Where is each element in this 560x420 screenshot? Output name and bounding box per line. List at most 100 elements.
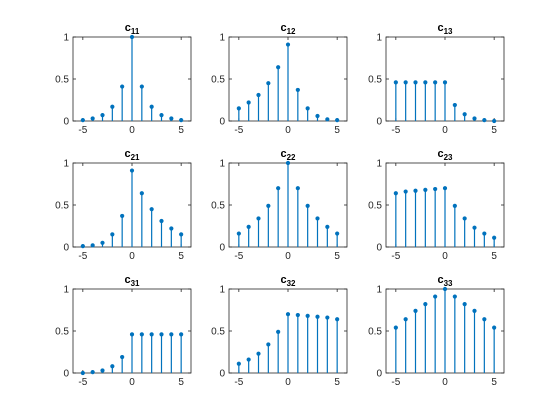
stem-marker: [179, 232, 184, 237]
stem-marker: [433, 294, 438, 299]
stem-marker: [276, 186, 281, 191]
stem-marker: [100, 240, 105, 245]
subplot-title-main: c: [280, 274, 286, 286]
stem-marker: [100, 368, 105, 373]
stem-marker: [462, 216, 467, 221]
stem-marker: [100, 113, 105, 118]
stem-marker: [276, 329, 281, 334]
stem-marker: [236, 231, 241, 236]
y-tick-label: 1: [63, 159, 69, 170]
stem-marker: [393, 191, 398, 196]
subplot-title: c32: [280, 274, 296, 288]
stem-marker: [315, 216, 320, 221]
stem-marker: [129, 34, 135, 40]
subplot-title-subscript: 22: [287, 153, 296, 162]
stem-marker: [246, 357, 251, 362]
x-tick-label: 0: [285, 125, 291, 136]
subplot-title-subscript: 12: [287, 27, 296, 36]
y-tick-label: 0.5: [211, 75, 225, 86]
subplot-title-main: c: [437, 148, 443, 160]
x-tick-label: 5: [178, 377, 184, 388]
stem-marker: [423, 302, 428, 307]
stem-marker: [413, 80, 418, 85]
x-tick-label: 5: [491, 251, 497, 262]
x-tick-label: 5: [334, 251, 340, 262]
subplot-title-main: c: [125, 22, 131, 34]
stem-marker: [80, 370, 85, 376]
y-tick-label: 0.5: [55, 201, 69, 212]
stem-marker: [335, 317, 340, 322]
stem-marker: [403, 80, 408, 85]
stem-marker: [276, 65, 281, 70]
y-tick-label: 0: [376, 117, 382, 128]
stem-marker: [413, 308, 418, 313]
stem-marker: [80, 244, 85, 249]
stem-marker: [90, 116, 95, 121]
y-tick-label: 0: [219, 243, 225, 254]
x-tick-label: 5: [178, 251, 184, 262]
y-tick-label: 0: [376, 369, 382, 380]
subplot-c23: -5 0 5 0 0.5 1 c23: [368, 148, 505, 262]
x-tick-label: -5: [234, 125, 243, 136]
stem-marker: [482, 231, 487, 236]
subplot-title: c31: [124, 274, 140, 288]
x-tick-label: 0: [442, 377, 448, 388]
stem-marker: [325, 315, 330, 320]
stem-marker: [452, 102, 457, 108]
subplot-title-main: c: [437, 274, 443, 286]
x-tick-label: 0: [129, 251, 135, 262]
x-tick-label: 0: [129, 125, 135, 136]
stem-marker: [403, 317, 408, 322]
stem-marker: [315, 314, 320, 319]
stem-marker: [236, 106, 241, 111]
x-tick-label: -5: [234, 377, 243, 388]
subplot-title-main: c: [280, 22, 286, 34]
stem-marker: [492, 325, 497, 330]
stem-marker: [110, 232, 115, 237]
y-tick-label: 1: [376, 159, 382, 170]
stem-marker: [413, 188, 418, 193]
stem-marker: [149, 207, 154, 212]
y-tick-label: 0.5: [211, 327, 225, 338]
subplot-c21: -5 0 5 0 0.5 1 c21: [55, 148, 192, 262]
stem-marker: [472, 116, 477, 121]
x-tick-label: -5: [391, 251, 400, 262]
stem-marker: [169, 226, 174, 231]
stem-marker: [159, 218, 164, 224]
stem-marker: [159, 113, 164, 118]
y-tick-label: 0: [63, 243, 69, 254]
stem-marker: [159, 332, 164, 337]
y-tick-label: 0: [219, 369, 225, 380]
subplot-title-main: c: [280, 148, 286, 160]
stem-marker: [295, 87, 300, 93]
y-tick-label: 1: [219, 33, 225, 44]
stem-marker: [169, 332, 174, 337]
subplot-c31: -5 0 5 0 0.5 1 c31: [55, 274, 192, 388]
subplot-title: c23: [437, 148, 453, 162]
stem-marker: [335, 231, 340, 236]
stem-marker: [452, 203, 457, 208]
subplot-title-subscript: 13: [444, 27, 453, 36]
stem-marker: [90, 243, 95, 248]
stem-marker: [285, 160, 291, 166]
stem-marker: [179, 118, 184, 123]
subplot-title-main: c: [437, 22, 443, 34]
y-tick-label: 1: [63, 285, 69, 296]
x-tick-label: 5: [178, 125, 184, 136]
subplot-title: c12: [280, 22, 296, 36]
stem-marker: [246, 100, 251, 105]
y-tick-label: 0.5: [55, 75, 69, 86]
stem-marker: [433, 186, 438, 192]
stem-marker: [472, 308, 477, 313]
y-tick-label: 0.5: [55, 327, 69, 338]
subplot-c33: -5 0 5 0 0.5 1 c33: [368, 274, 505, 388]
stem-marker: [482, 118, 487, 123]
stem-marker: [442, 186, 448, 191]
x-tick-label: 5: [491, 377, 497, 388]
x-tick-label: -5: [78, 377, 87, 388]
stem-marker: [492, 118, 497, 124]
y-tick-label: 0: [63, 117, 69, 128]
y-tick-label: 1: [219, 159, 225, 170]
subplot-title-subscript: 11: [131, 27, 140, 36]
